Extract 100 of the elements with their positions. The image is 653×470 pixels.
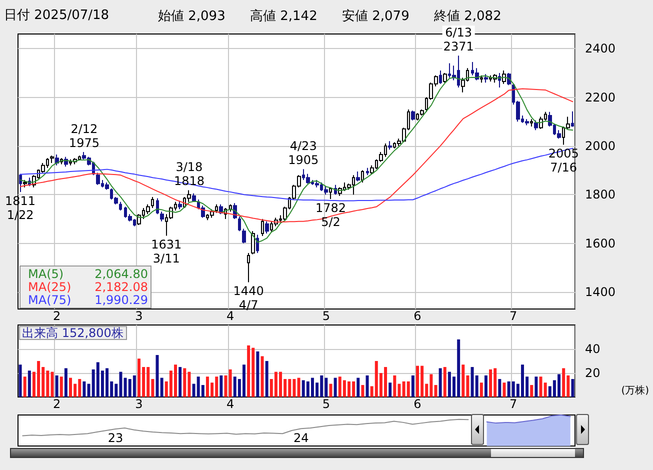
candlestick: [480, 74, 483, 84]
candlestick: [247, 252, 250, 283]
bar: [534, 376, 538, 397]
bar: [334, 378, 337, 397]
y-tick-label: 1600: [585, 236, 616, 250]
text: 始値 2,093: [158, 9, 226, 24]
y-tick-label: 1400: [585, 284, 616, 299]
bar: [489, 369, 492, 397]
annotation: 1,990.29: [94, 293, 148, 307]
bar: [247, 345, 250, 397]
bar: [82, 381, 86, 397]
y-tick-label: 40: [585, 342, 600, 356]
candlestick: [256, 234, 259, 254]
annotation: 1440 4/7: [233, 284, 264, 312]
x-tick-label: 24: [294, 431, 309, 445]
bar: [502, 382, 506, 397]
x-tick-label: 5: [322, 309, 330, 323]
bar: [69, 378, 72, 397]
candlestick: [443, 72, 447, 84]
bar: [260, 356, 264, 397]
chart-title: 日付 2025/07/18: [4, 8, 110, 23]
bar: [256, 351, 260, 397]
candlestick: [242, 228, 246, 244]
candlestick: [498, 72, 501, 88]
y-axis-title: (万株): [621, 384, 650, 396]
bar: [498, 379, 502, 397]
bar: [60, 376, 63, 397]
bar: [388, 382, 392, 397]
x-tick-label: 4: [226, 309, 234, 323]
x-tick-label: 3: [135, 397, 143, 411]
candlestick: [160, 211, 164, 222]
candlestick: [420, 108, 424, 116]
candlestick: [366, 167, 369, 176]
bar: [183, 368, 186, 397]
candlestick: [178, 200, 182, 210]
candlestick: [50, 155, 54, 164]
text: MA(5): [28, 267, 64, 281]
y-tick-label: 2400: [585, 42, 616, 56]
candlestick: [96, 172, 100, 186]
bar: [562, 368, 566, 397]
candlestick: [324, 186, 328, 196]
x-tick-label: 6: [414, 397, 422, 411]
bar: [224, 375, 228, 397]
x-tick-label: 2: [52, 309, 61, 323]
y-tick-label: 2000: [585, 138, 616, 153]
candlestick: [388, 140, 392, 150]
y-tick-label: 1800: [585, 188, 616, 202]
bar: [571, 379, 574, 397]
candlestick: [119, 201, 122, 211]
bar: [55, 375, 58, 397]
x-tick-label: 5: [322, 397, 330, 411]
bar: [366, 375, 369, 397]
bar: [329, 384, 332, 397]
bar: [484, 375, 488, 397]
x-tick-label: 3: [135, 309, 143, 323]
bar: [438, 368, 442, 397]
bar: [18, 364, 22, 397]
candlestick: [192, 192, 196, 202]
bar: [443, 367, 446, 397]
candlestick: [571, 110, 574, 128]
bar: [462, 364, 465, 397]
text: 安値 2,079: [342, 8, 410, 24]
chart-title: 出来高 152,800株: [22, 326, 124, 340]
bar: [393, 375, 396, 397]
candlestick: [156, 198, 159, 215]
annotation: 1631 3/11: [151, 238, 182, 266]
annotation: 4/23 1905: [288, 139, 319, 168]
text: MA(75): [28, 293, 72, 307]
annotation: 2,182.08: [94, 280, 148, 294]
candlestick: [356, 171, 360, 182]
bar: [28, 370, 31, 397]
y-tick-label: 2200: [585, 90, 616, 104]
bar: [23, 376, 26, 397]
candlestick: [439, 70, 442, 84]
candlestick: [146, 204, 150, 215]
bar: [356, 378, 360, 397]
annotation: 2/12 1975: [68, 122, 100, 150]
candlestick: [530, 118, 533, 127]
annotation: 6/13 2371: [443, 26, 474, 54]
bar: [411, 375, 414, 397]
bar: [406, 381, 410, 397]
text: MA(25): [28, 280, 72, 294]
bar: [228, 369, 232, 397]
candlestick: [306, 173, 310, 184]
x-tick-label: 23: [108, 431, 124, 445]
candlestick: [265, 220, 269, 234]
x-tick-label: 2: [52, 397, 61, 411]
candlestick: [23, 180, 27, 188]
y-tick-label: 20: [585, 366, 600, 380]
candlestick: [329, 186, 332, 200]
candlestick: [151, 196, 154, 209]
bar: [64, 368, 68, 397]
bar: [361, 385, 364, 397]
x-tick-label: 7: [510, 309, 518, 323]
bar: [434, 385, 438, 397]
candlestick: [261, 218, 264, 236]
candlestick: [315, 180, 319, 188]
text: 終値 2,082: [433, 9, 502, 24]
bar: [530, 385, 534, 397]
bar: [220, 375, 223, 397]
